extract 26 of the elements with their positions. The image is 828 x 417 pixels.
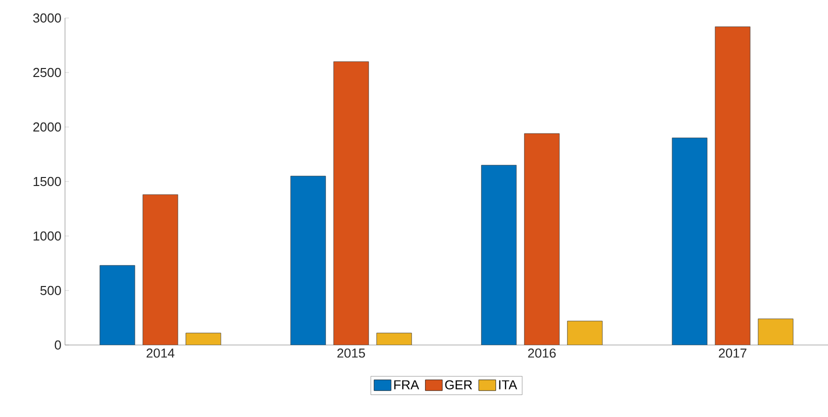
bar	[481, 164, 517, 345]
y-tick-label: 1500	[34, 176, 61, 186]
legend-label: GER	[445, 380, 472, 390]
x-tick-label: 2017	[718, 348, 746, 358]
bar	[758, 318, 794, 345]
bar	[142, 194, 178, 345]
bar	[567, 320, 603, 345]
y-tick-label: 2000	[33, 122, 61, 132]
legend-label: ITA	[499, 380, 518, 390]
y-tick-label: 500	[40, 286, 61, 296]
bar	[186, 333, 221, 345]
bar	[714, 26, 750, 345]
bar	[524, 133, 560, 345]
y-tick-label: 1000	[34, 231, 61, 241]
bar	[100, 265, 136, 345]
bar	[672, 138, 708, 345]
y-tick-label: 3000	[33, 13, 61, 23]
x-tick-label: 2015	[337, 348, 365, 358]
bar	[290, 176, 326, 345]
x-tick-label: 2016	[528, 348, 556, 358]
x-tick-label: 2014	[146, 348, 174, 358]
y-tick-label: 0	[54, 340, 61, 350]
bar	[333, 61, 369, 345]
legend-label: FRA	[394, 380, 420, 390]
y-tick-label: 2500	[33, 68, 61, 78]
bar	[376, 333, 412, 345]
